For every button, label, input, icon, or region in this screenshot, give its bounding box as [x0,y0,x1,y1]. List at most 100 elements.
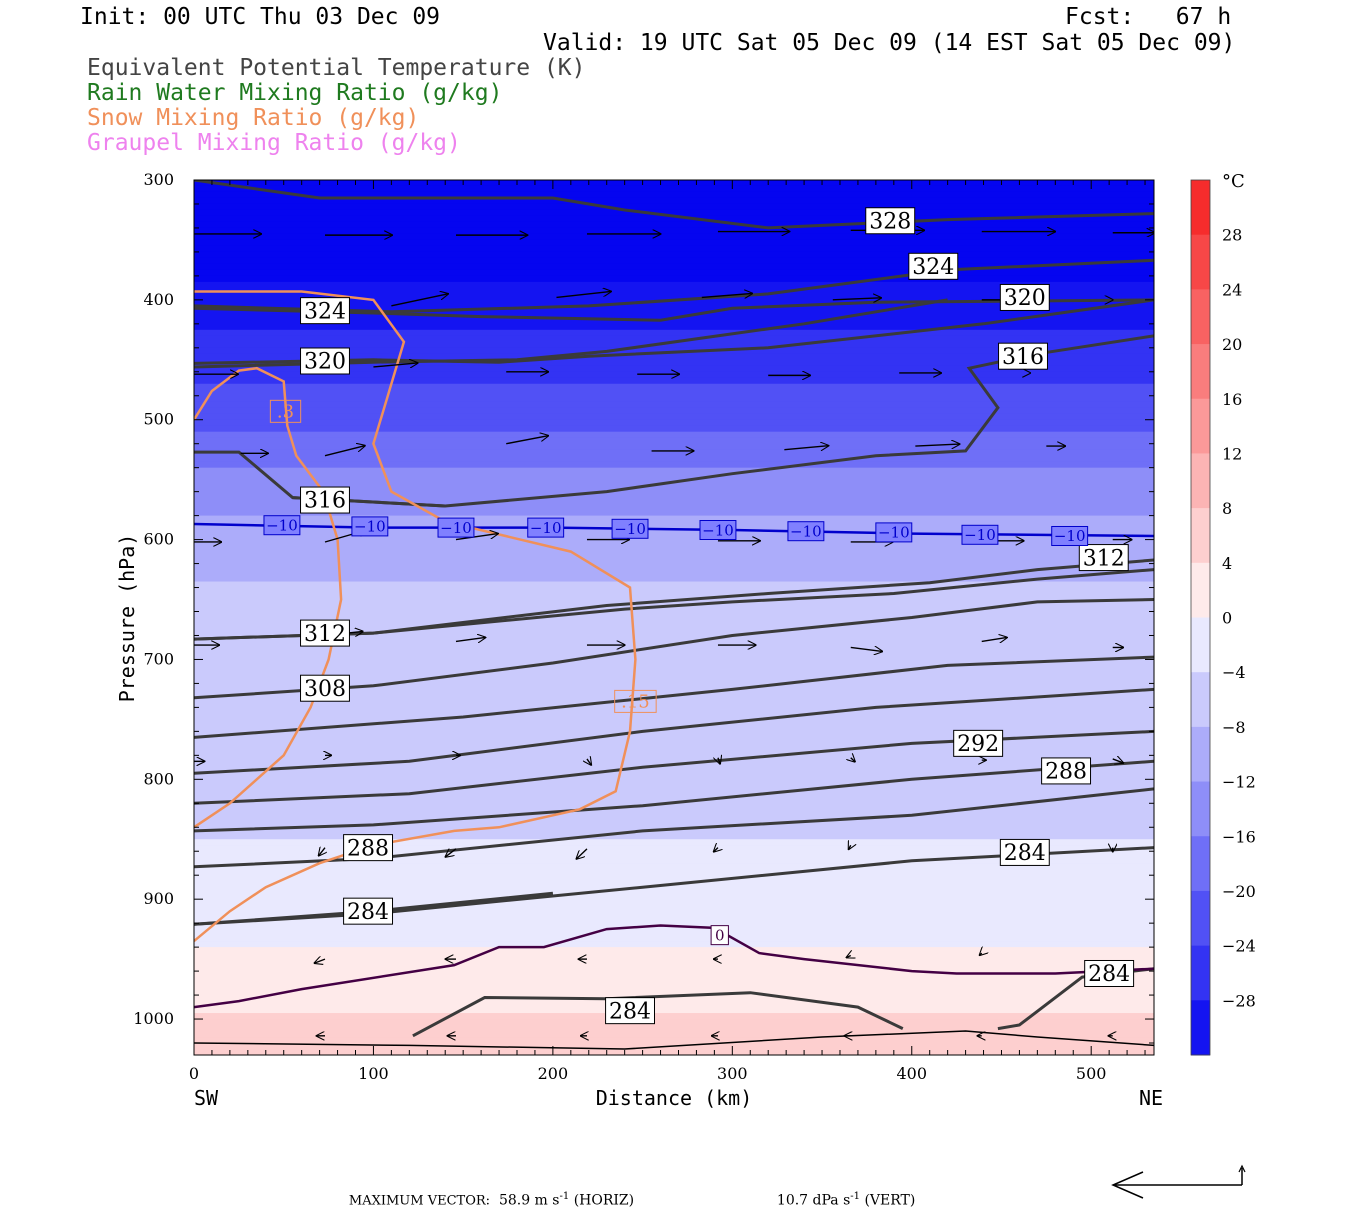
legend-item-snow: Snow Mixing Ratio (g/kg) [87,105,420,131]
x-tick-label: 300 [717,1064,748,1083]
temperature-label-text: −10 [440,519,472,537]
y-tick-label: 300 [143,170,174,189]
wind-vector [314,959,326,963]
colorbar-tick-label: −20 [1222,882,1256,901]
forecast-hour: Fcst: 67 h [1065,4,1232,30]
temperature-band [194,731,1154,738]
wind-vector [576,848,588,859]
temperature-band [194,353,1154,361]
snow-label-box [614,689,657,713]
temperature-band [194,227,1154,235]
theta-e-label-text: 324 [304,299,346,324]
theta-e-contour [194,258,1154,314]
colorbar-swatch [1191,180,1210,236]
terrain-line [194,1030,1154,1050]
theta-e-label: 328 [865,207,916,234]
snow-contour [194,290,637,943]
colorbar-swatch [1191,289,1210,345]
temperature-label: −10 [875,522,913,543]
colorbar-swatch [1191,672,1210,728]
max-vert-exp: -1 [850,1191,861,1202]
theta-e-label-box [1078,544,1129,572]
colorbar-swatch [1191,781,1210,837]
temperature-band [194,635,1154,643]
colorbar-tick-label: 8 [1222,499,1232,518]
temperature-band [194,623,1154,631]
theta-e-label-box [300,674,350,702]
temperature-band [194,665,1154,673]
temperature-label-text: −10 [878,524,910,542]
temperature-band [194,707,1154,714]
temperature-label-text: −10 [266,516,298,534]
temperature-band [194,305,1154,313]
temperature-band [194,953,1154,960]
temperature-band [194,809,1154,816]
colorbar-tick-label: 12 [1222,444,1242,463]
max-vector-label: MAXIMUM VECTOR: [348,1193,491,1209]
snow-label: .3 [269,399,302,423]
temperature-label: 0 [710,925,729,946]
legend-item-theta-e: Equivalent Potential Temperature (K) [87,55,586,81]
wind-vector [915,444,959,446]
temperature-band [194,317,1154,325]
temperature-band [194,689,1154,697]
colorbar-tick-label: 4 [1222,554,1232,573]
temperature-band [194,425,1154,433]
temperature-band [194,611,1154,619]
theta-e-label-text: 320 [304,350,346,375]
theta-e-label-text: 324 [912,255,954,280]
temperature-band [194,407,1154,415]
temperature-band [194,485,1154,493]
theta-e-label-text: 320 [1004,286,1046,311]
theta-e-label-box [999,838,1050,866]
temperature-label-box [699,520,737,540]
theta-e-label-box [1084,959,1135,987]
theta-e-label: 320 [300,347,350,375]
theta-e-label: 316 [300,486,350,514]
temperature-band [194,911,1154,918]
temperature-band [194,713,1154,720]
temperature-band [194,233,1154,241]
temperature-band [194,1037,1154,1044]
colorbar: 28 24 20 16 12 8 4 0 −4 −8 −12 −16 −20 −24 −28 [1190,179,1256,1056]
temperature-band [194,281,1154,289]
wind-vector [714,848,718,852]
temperature-band [194,845,1154,852]
temperature-band [194,821,1154,828]
theta-e-label-box [343,834,394,862]
colorbar-tick-label: 28 [1222,226,1242,245]
temperature-band [194,947,1154,954]
temperature-band [194,299,1154,307]
theta-e-label: 284 [605,997,655,1024]
colorbar-tick-label: −28 [1222,991,1256,1010]
temperature-label-box [710,925,729,946]
theta-e-label: 288 [343,834,394,862]
theta-e-label: 292 [953,729,1004,757]
temperature-band [194,527,1154,535]
temperature-band [194,983,1154,990]
temperature-band [194,251,1154,259]
temperature-band [194,1013,1154,1020]
theta-e-label: 324 [908,252,959,280]
theta-e-label-text: 316 [304,489,346,514]
wind-vector [556,291,611,299]
temperature-label-text: 0 [715,926,725,944]
reference-vector-arrow [1111,1164,1246,1199]
colorbar-tick-label: −8 [1222,718,1246,737]
wind-vector [455,534,498,541]
theta-e-contour [194,759,1154,833]
temperature-band [194,749,1154,756]
temperature-band [194,401,1154,409]
wind-vector [851,758,855,762]
theta-e-contour [194,598,1154,700]
wind-vector [506,436,548,445]
temperature-label-box [1051,525,1089,546]
theta-e-contour [194,787,1154,869]
wind-vector [849,845,851,849]
temperature-label: −10 [611,518,649,539]
temperature-band [194,797,1154,804]
temperature-band [194,359,1154,367]
temperature-band [194,941,1154,948]
temperature-band [194,995,1154,1002]
wind-vector [445,848,457,857]
